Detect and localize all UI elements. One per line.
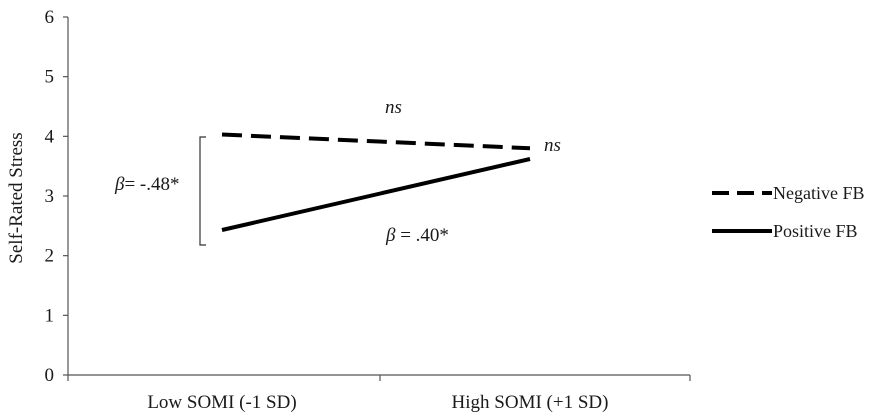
beta-positive-value: = .40* (395, 225, 448, 246)
y-tick-label: 4 (45, 126, 55, 147)
legend-label: Negative FB (773, 183, 865, 203)
negative-fb-line (221, 132, 531, 151)
y-tick-label: 5 (45, 67, 55, 88)
beta-low-annotation: β= -.48* (114, 174, 180, 195)
ns-top-annotation: ns (385, 97, 402, 118)
beta-low-symbol: β (114, 174, 125, 195)
x-tick-label: Low SOMI (-1 SD) (147, 392, 296, 413)
beta-low-value: = -.48* (124, 174, 179, 195)
y-tick-label: 0 (45, 365, 55, 386)
low-somi-bracket (199, 136, 206, 246)
beta-positive-annotation: β = .40* (385, 225, 449, 246)
series-lines (221, 132, 531, 232)
y-tick-label: 3 (45, 186, 55, 207)
y-axis-label: Self-Rated Stress (6, 132, 27, 263)
legend: Negative FB Positive FB (712, 183, 865, 241)
y-ticks: 0 1 2 3 4 5 6 (45, 7, 68, 386)
y-tick-label: 2 (45, 246, 55, 267)
positive-fb-line (221, 157, 531, 232)
x-tick-label: High SOMI (+1 SD) (452, 392, 609, 413)
ns-right-annotation: ns (544, 135, 561, 156)
y-tick-label: 6 (45, 7, 55, 28)
y-tick-label: 1 (45, 305, 55, 326)
x-ticks: Low SOMI (-1 SD) High SOMI (+1 SD) (67, 375, 691, 413)
beta-positive-symbol: β (385, 225, 396, 246)
legend-label: Positive FB (773, 221, 858, 241)
